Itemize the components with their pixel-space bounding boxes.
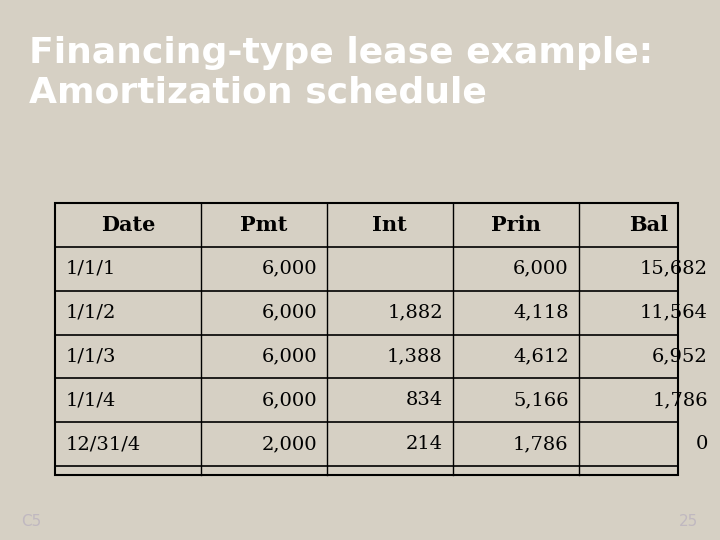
- Text: 6,000: 6,000: [261, 347, 317, 366]
- Text: 1/1/4: 1/1/4: [66, 392, 116, 409]
- Text: 1/1/2: 1/1/2: [66, 303, 116, 321]
- Text: 4,612: 4,612: [513, 347, 569, 366]
- Text: Bal: Bal: [629, 215, 667, 235]
- Text: 1/1/3: 1/1/3: [66, 347, 116, 366]
- Text: 6,952: 6,952: [652, 347, 708, 366]
- Text: 214: 214: [405, 435, 443, 453]
- Text: 2,000: 2,000: [261, 435, 317, 453]
- Text: 1,786: 1,786: [513, 435, 569, 453]
- Text: 0: 0: [696, 435, 708, 453]
- Text: Financing-type lease example:
Amortization schedule: Financing-type lease example: Amortizati…: [29, 36, 653, 110]
- Text: 834: 834: [405, 392, 443, 409]
- Text: 6,000: 6,000: [513, 260, 569, 278]
- Text: Pmt: Pmt: [240, 215, 287, 235]
- Text: 11,564: 11,564: [640, 303, 708, 321]
- Text: 5,166: 5,166: [513, 392, 569, 409]
- Text: 6,000: 6,000: [261, 260, 317, 278]
- Text: 6,000: 6,000: [261, 303, 317, 321]
- Text: 1,388: 1,388: [387, 347, 443, 366]
- Text: 1/1/1: 1/1/1: [66, 260, 116, 278]
- Text: 15,682: 15,682: [640, 260, 708, 278]
- Text: 25: 25: [679, 514, 698, 529]
- Text: 1,786: 1,786: [652, 392, 708, 409]
- Text: Date: Date: [101, 215, 156, 235]
- Text: 4,118: 4,118: [513, 303, 569, 321]
- Text: Int: Int: [372, 215, 408, 235]
- Text: Prin: Prin: [491, 215, 541, 235]
- Text: C5: C5: [22, 514, 42, 529]
- Text: 1,882: 1,882: [387, 303, 443, 321]
- Text: 6,000: 6,000: [261, 392, 317, 409]
- Text: 12/31/4: 12/31/4: [66, 435, 140, 453]
- Bar: [55, 203, 678, 475]
